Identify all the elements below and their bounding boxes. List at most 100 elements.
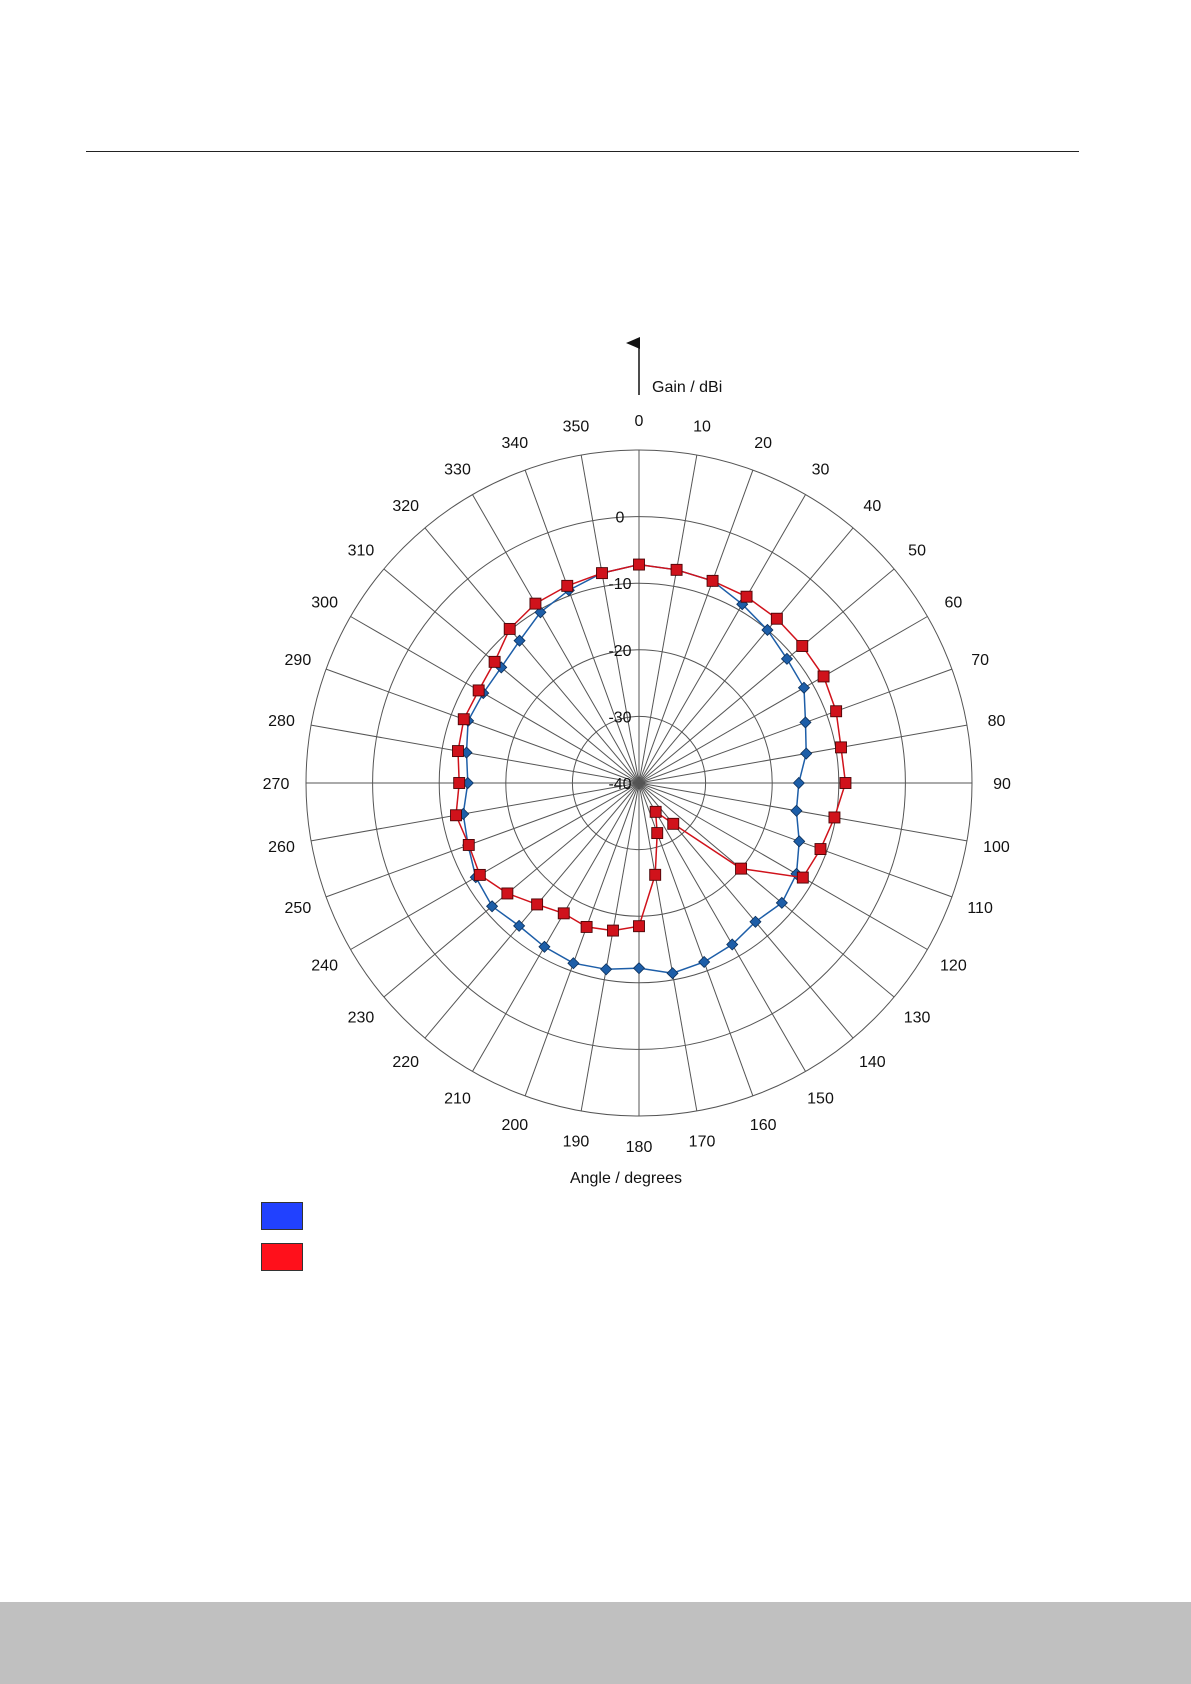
data-point bbox=[453, 777, 466, 789]
data-point bbox=[580, 920, 593, 933]
data-point bbox=[830, 705, 843, 718]
data-point bbox=[649, 805, 662, 818]
grid-spoke bbox=[472, 494, 640, 784]
data-point bbox=[462, 839, 475, 851]
data-point bbox=[457, 713, 470, 726]
angle-tick-label: 190 bbox=[563, 1133, 590, 1150]
data-point bbox=[698, 955, 711, 969]
grid-spoke bbox=[638, 568, 895, 784]
angle-tick-label: 350 bbox=[563, 419, 590, 436]
grid-spoke bbox=[350, 782, 640, 950]
grid-spoke bbox=[638, 527, 854, 784]
data-point bbox=[706, 574, 719, 587]
data-point bbox=[670, 563, 683, 576]
data-point bbox=[486, 900, 499, 913]
data-point bbox=[666, 967, 679, 980]
radial-tick-label: -30 bbox=[608, 709, 631, 726]
angle-tick-label: 300 bbox=[311, 595, 338, 612]
angle-tick-label: 40 bbox=[863, 498, 881, 515]
data-point bbox=[839, 777, 852, 789]
angle-tick-label: 230 bbox=[348, 1009, 375, 1026]
data-point bbox=[513, 634, 526, 647]
angle-tick-label: 150 bbox=[807, 1090, 834, 1107]
grid-spoke bbox=[638, 616, 928, 784]
data-point bbox=[473, 868, 486, 881]
label-layer: 0 10 20 30 40 50 60 70 80 90 100 110 120 130 140 150 160… bbox=[263, 413, 1011, 1156]
grid-spoke bbox=[638, 782, 698, 1112]
data-point bbox=[450, 809, 462, 822]
data-point bbox=[452, 745, 464, 758]
angle-tick-label: 0 bbox=[635, 413, 644, 430]
data-point bbox=[488, 655, 501, 668]
data-point bbox=[740, 590, 753, 603]
data-point bbox=[667, 817, 680, 830]
angle-tick-label: 50 bbox=[908, 543, 926, 560]
data-point bbox=[780, 652, 794, 665]
angle-tick-label: 340 bbox=[501, 435, 528, 452]
grid-spoke bbox=[524, 469, 640, 784]
angle-tick-label: 270 bbox=[263, 776, 290, 793]
data-point bbox=[800, 747, 813, 760]
angle-tick-label: 60 bbox=[944, 595, 962, 612]
angle-tick-label: 30 bbox=[812, 462, 830, 479]
data-point bbox=[501, 887, 514, 900]
grid-spoke bbox=[638, 469, 754, 784]
data-point bbox=[538, 940, 551, 953]
grid-spoke bbox=[638, 454, 698, 784]
radial-tick-label: -10 bbox=[608, 576, 631, 593]
header-rule bbox=[86, 151, 1079, 152]
data-point bbox=[534, 606, 547, 619]
grid-spoke bbox=[638, 782, 806, 1072]
angle-tick-label: 10 bbox=[693, 419, 711, 436]
grid-spoke bbox=[472, 782, 640, 1072]
grid-spoke bbox=[638, 782, 928, 950]
data-point bbox=[797, 681, 811, 694]
grid-spoke bbox=[638, 782, 968, 842]
data-point bbox=[814, 843, 827, 856]
angle-tick-label: 220 bbox=[392, 1054, 419, 1071]
data-point bbox=[790, 804, 803, 817]
angle-tick-label: 80 bbox=[988, 713, 1006, 730]
angle-tick-label: 320 bbox=[392, 498, 419, 515]
angular-axis-label: Angle / degrees bbox=[570, 1170, 682, 1187]
data-point bbox=[561, 579, 574, 592]
data-point bbox=[770, 612, 783, 625]
data-point bbox=[651, 827, 664, 840]
radial-tick-label: -40 bbox=[608, 776, 631, 793]
data-point bbox=[796, 871, 809, 884]
data-point bbox=[799, 716, 812, 729]
data-point bbox=[817, 670, 830, 683]
angle-tick-label: 20 bbox=[754, 435, 772, 452]
angle-tick-label: 120 bbox=[940, 958, 967, 975]
series-layer bbox=[450, 558, 852, 980]
angle-tick-label: 260 bbox=[268, 839, 295, 856]
data-point bbox=[793, 835, 806, 848]
angle-tick-label: 90 bbox=[993, 776, 1011, 793]
data-point bbox=[503, 622, 516, 635]
grid-spoke bbox=[383, 568, 640, 784]
angle-tick-label: 140 bbox=[859, 1054, 886, 1071]
angle-tick-label: 290 bbox=[285, 652, 312, 669]
data-point bbox=[513, 919, 526, 932]
angle-tick-label: 70 bbox=[971, 652, 989, 669]
angle-tick-label: 310 bbox=[348, 543, 375, 560]
grid-spoke bbox=[638, 782, 895, 998]
data-point bbox=[761, 623, 774, 637]
data-point bbox=[596, 567, 608, 580]
series-2 bbox=[450, 558, 852, 937]
angle-tick-label: 250 bbox=[285, 900, 312, 917]
data-point bbox=[531, 898, 544, 911]
data-point bbox=[796, 640, 809, 652]
radial-tick-label: -20 bbox=[608, 643, 631, 660]
data-point bbox=[735, 862, 747, 875]
data-point bbox=[835, 741, 847, 754]
radial-tick-label: 0 bbox=[616, 510, 625, 527]
data-point bbox=[557, 907, 570, 920]
grid-spoke bbox=[424, 782, 640, 1039]
data-point bbox=[632, 962, 646, 975]
angle-tick-label: 330 bbox=[444, 462, 471, 479]
legend-swatch-series-1 bbox=[261, 1202, 303, 1230]
footer-band bbox=[0, 1602, 1191, 1684]
data-point bbox=[775, 896, 788, 909]
